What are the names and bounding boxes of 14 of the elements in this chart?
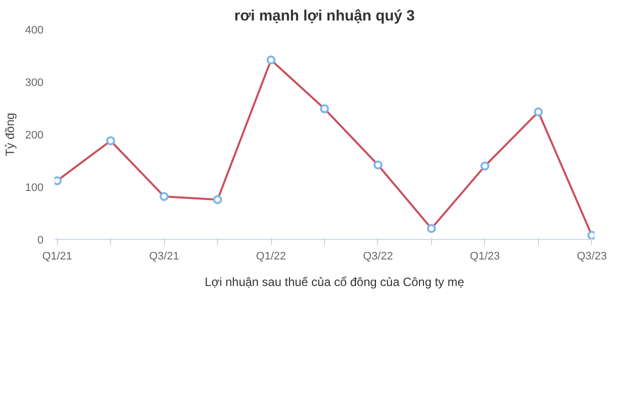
y-tick-label: 300: [25, 77, 44, 89]
y-tick-label: 200: [25, 130, 44, 142]
x-tick-label: Q3/23: [576, 250, 607, 262]
y-tick-label: 0: [37, 234, 44, 246]
text: Lợi nhuận sau thuế của cổ đông của Công ty mẹ: [204, 275, 464, 289]
chart-title: rơi mạnh lợi nhuận quý 3: [234, 8, 415, 24]
x-tick-label: Q1/21: [42, 250, 72, 262]
x-tick-label: Q1/23: [470, 250, 500, 262]
y-tick-label: 400: [25, 24, 44, 36]
x-tick-label: Q3/21: [149, 250, 180, 262]
y-axis-title: Tỷ đồng: [3, 112, 18, 156]
y-tick-label: 100: [25, 182, 44, 194]
x-tick-label: Q1/22: [256, 250, 286, 262]
x-tick-label: Q3/22: [362, 250, 393, 262]
